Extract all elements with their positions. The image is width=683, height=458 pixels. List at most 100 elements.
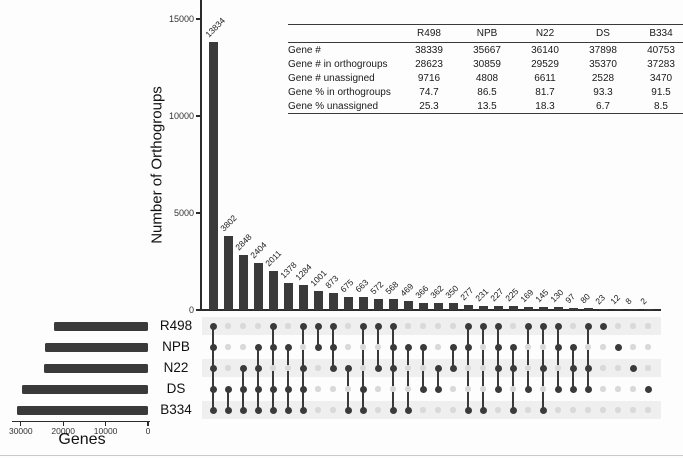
matrix-dot-empty bbox=[405, 386, 411, 392]
set-label: N22 bbox=[163, 360, 189, 375]
matrix-dot-filled bbox=[299, 406, 307, 414]
matrix-dot-empty bbox=[240, 323, 246, 329]
matrix-dot-filled bbox=[329, 364, 337, 372]
table-cell: 74.7 bbox=[419, 86, 439, 98]
intersection-bar bbox=[268, 270, 278, 310]
table-row-label: Gene % unassigned bbox=[288, 100, 379, 112]
matrix-dot-empty bbox=[630, 386, 636, 392]
matrix-dot-empty bbox=[315, 407, 321, 413]
matrix-dot-empty bbox=[555, 407, 561, 413]
matrix-dot-filled bbox=[284, 385, 292, 393]
table-cell: 37898 bbox=[589, 44, 617, 56]
intersection-bar bbox=[298, 285, 308, 310]
matrix-dot-filled bbox=[209, 364, 217, 372]
matrix-dot-filled bbox=[239, 364, 247, 372]
matrix-dot-filled bbox=[269, 343, 277, 351]
matrix-dot-filled bbox=[269, 322, 277, 330]
table-cell: 3470 bbox=[649, 72, 673, 84]
matrix-dot-filled bbox=[509, 343, 517, 351]
matrix-dot-filled bbox=[419, 343, 427, 351]
matrix-dot-empty bbox=[435, 344, 441, 350]
matrix-dot-filled bbox=[554, 322, 562, 330]
matrix-dot-empty bbox=[270, 365, 276, 371]
matrix-dot-empty bbox=[255, 323, 261, 329]
matrix-dot-empty bbox=[525, 344, 531, 350]
genes-axis-line bbox=[12, 421, 150, 423]
set-label: NPB bbox=[162, 339, 190, 354]
matrix-dot-filled bbox=[374, 322, 382, 330]
matrix-dot-filled bbox=[434, 364, 442, 372]
matrix-dot-filled bbox=[494, 322, 502, 330]
genes-axis-tick bbox=[105, 422, 107, 426]
table-cell: 18.3 bbox=[535, 100, 555, 112]
connector-line bbox=[257, 347, 259, 410]
genes-axis-tick-label: 0 bbox=[145, 426, 151, 436]
matrix-dot-empty bbox=[450, 407, 456, 413]
table-row-label: Gene # bbox=[288, 44, 321, 56]
matrix-dot-filled bbox=[494, 343, 502, 351]
connector-line bbox=[587, 326, 589, 389]
matrix-dot-empty bbox=[360, 344, 366, 350]
table-cell: 9716 bbox=[417, 72, 441, 84]
matrix-dot-filled bbox=[389, 343, 397, 351]
matrix-dot-empty bbox=[465, 365, 471, 371]
matrix-dot-filled bbox=[389, 406, 397, 414]
matrix-dot-filled bbox=[539, 406, 547, 414]
matrix-dot-filled bbox=[299, 322, 307, 330]
matrix-dot-filled bbox=[269, 385, 277, 393]
matrix-dot-empty bbox=[330, 407, 336, 413]
intersection-bar bbox=[358, 297, 368, 310]
intersection-bar bbox=[583, 308, 593, 310]
table-row: Gene # unassigned 9716 4808 6611 2528 3470 bbox=[288, 71, 683, 85]
matrix-dot-empty bbox=[465, 386, 471, 392]
matrix-dot-filled bbox=[254, 406, 262, 414]
table-cell: 13.5 bbox=[477, 100, 497, 112]
y-axis-tick-label: 10000 bbox=[168, 110, 194, 121]
matrix-dot-filled bbox=[599, 322, 607, 330]
matrix-dot-empty bbox=[555, 365, 561, 371]
matrix-dot-empty bbox=[300, 344, 306, 350]
matrix-dot-filled bbox=[464, 322, 472, 330]
table-cell: 81.7 bbox=[535, 86, 555, 98]
intersection-bar bbox=[238, 254, 248, 310]
matrix-dot-empty bbox=[480, 365, 486, 371]
matrix-dot-empty bbox=[360, 365, 366, 371]
matrix-dot-filled bbox=[374, 364, 382, 372]
set-size-bar bbox=[45, 342, 148, 352]
table-row-label: Gene % in orthogroups bbox=[288, 86, 391, 98]
y-axis-tick-label: 0 bbox=[188, 304, 194, 315]
matrix-dot-filled bbox=[314, 343, 322, 351]
matrix-dot-filled bbox=[209, 322, 217, 330]
table-cell: 8.5 bbox=[654, 100, 668, 112]
matrix-dot-empty bbox=[375, 407, 381, 413]
connector-line bbox=[452, 347, 454, 368]
matrix-dot-filled bbox=[209, 343, 217, 351]
matrix-dot-filled bbox=[254, 385, 262, 393]
gene-stats-table: R498 NPB N22 DS B334 Gene # 38339 35667 36140 378… bbox=[288, 24, 683, 114]
table-cell: 40753 bbox=[647, 44, 675, 56]
matrix-dot-filled bbox=[539, 364, 547, 372]
set-size-bar bbox=[43, 363, 148, 373]
matrix-dot-filled bbox=[644, 385, 652, 393]
y-axis-tick bbox=[196, 212, 200, 214]
y-axis-tick bbox=[196, 309, 200, 311]
intersection-bar bbox=[538, 307, 548, 310]
matrix-dot-filled bbox=[554, 343, 562, 351]
intersection-bar bbox=[343, 296, 353, 310]
matrix-dot-filled bbox=[299, 385, 307, 393]
table-cell: 29529 bbox=[531, 58, 559, 70]
intersection-bar bbox=[448, 303, 458, 310]
matrix-dot-empty bbox=[345, 344, 351, 350]
matrix-dot-filled bbox=[269, 406, 277, 414]
connector-line bbox=[227, 389, 229, 410]
intersection-bar bbox=[433, 302, 443, 310]
matrix-dot-empty bbox=[630, 344, 636, 350]
table-cell: 35667 bbox=[473, 44, 501, 56]
matrix-dot-filled bbox=[494, 364, 502, 372]
matrix-dot-empty bbox=[420, 323, 426, 329]
table-cell: 35370 bbox=[589, 58, 617, 70]
connector-line bbox=[557, 326, 559, 389]
